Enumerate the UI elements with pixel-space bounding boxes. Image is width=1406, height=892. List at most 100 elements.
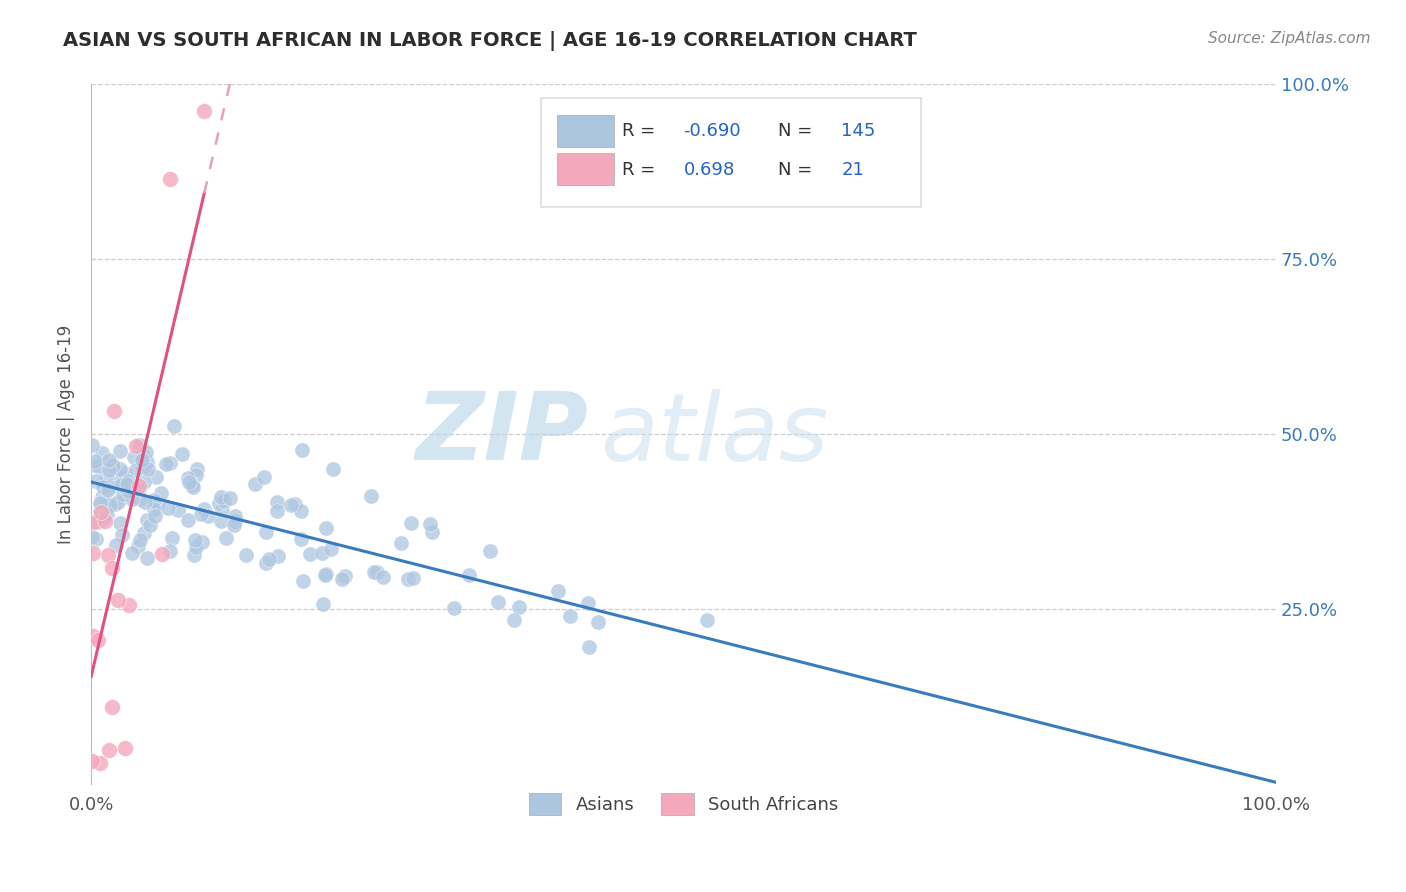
Point <box>87 515 110 529</box>
Point <box>209 514 232 528</box>
Point <box>83 515 105 529</box>
Point <box>402 571 425 585</box>
Point <box>146 495 169 509</box>
Point <box>311 546 333 560</box>
Point <box>145 469 167 483</box>
Point <box>97 548 120 562</box>
Point <box>315 521 337 535</box>
Point <box>160 531 183 545</box>
Point <box>111 527 134 541</box>
Point <box>101 458 124 472</box>
Point <box>107 593 129 607</box>
Point <box>114 466 136 480</box>
Point <box>82 529 104 543</box>
Point <box>103 403 125 417</box>
Point <box>315 567 337 582</box>
Point <box>333 569 356 583</box>
Point <box>89 756 111 771</box>
Point <box>82 629 104 643</box>
Point <box>266 504 288 518</box>
Point <box>253 469 276 483</box>
Point <box>360 489 382 503</box>
Point <box>82 546 104 560</box>
Point <box>121 492 143 507</box>
Text: N =: N = <box>779 161 813 178</box>
Text: N =: N = <box>779 121 813 140</box>
FancyBboxPatch shape <box>557 153 613 186</box>
Point <box>132 461 155 475</box>
Point <box>419 516 441 531</box>
Point <box>111 487 134 501</box>
Point <box>97 463 120 477</box>
Point <box>132 449 155 463</box>
Point <box>122 450 145 465</box>
Point <box>290 443 312 458</box>
Point <box>486 595 509 609</box>
Point <box>191 535 214 549</box>
Point <box>110 478 132 492</box>
Point <box>224 508 246 523</box>
Point <box>107 494 129 508</box>
Point <box>90 498 112 512</box>
Point <box>131 453 153 467</box>
Point <box>162 419 184 434</box>
Point <box>208 496 231 510</box>
Text: 145: 145 <box>841 121 876 140</box>
Point <box>588 615 610 629</box>
FancyBboxPatch shape <box>557 114 613 147</box>
Point <box>89 504 111 518</box>
Point <box>128 533 150 547</box>
Point <box>104 497 127 511</box>
Point <box>508 599 530 614</box>
Point <box>696 613 718 627</box>
Point <box>396 573 419 587</box>
Point <box>219 491 242 505</box>
Point <box>371 570 394 584</box>
Point <box>108 516 131 530</box>
Point <box>143 502 166 516</box>
Text: -0.690: -0.690 <box>683 121 741 140</box>
Point <box>186 462 208 476</box>
Point <box>117 484 139 499</box>
Point <box>422 525 444 540</box>
Point <box>292 574 315 588</box>
Point <box>330 572 353 586</box>
Point <box>94 514 117 528</box>
Point <box>128 482 150 496</box>
Point <box>84 532 107 546</box>
Text: R =: R = <box>621 161 655 178</box>
FancyBboxPatch shape <box>541 98 921 207</box>
Point <box>184 533 207 548</box>
Text: ZIP: ZIP <box>416 388 589 481</box>
Text: ASIAN VS SOUTH AFRICAN IN LABOR FORCE | AGE 16-19 CORRELATION CHART: ASIAN VS SOUTH AFRICAN IN LABOR FORCE | … <box>63 31 917 51</box>
Point <box>84 474 107 488</box>
Point <box>366 566 388 580</box>
Point <box>391 536 413 550</box>
Point <box>170 447 193 461</box>
Point <box>129 438 152 452</box>
Point <box>478 544 501 558</box>
Point <box>121 546 143 560</box>
Point <box>290 532 312 546</box>
Text: atlas: atlas <box>600 389 830 480</box>
Point <box>127 539 149 553</box>
Point <box>266 495 288 509</box>
Point <box>125 463 148 477</box>
Point <box>181 478 204 492</box>
Point <box>97 483 120 497</box>
Point <box>209 490 232 504</box>
Point <box>114 740 136 755</box>
Point <box>115 476 138 491</box>
Point <box>101 459 124 474</box>
Point <box>96 507 118 521</box>
Point <box>159 172 181 186</box>
Point <box>104 473 127 487</box>
Point <box>105 538 128 552</box>
Point <box>177 513 200 527</box>
Point <box>547 584 569 599</box>
Point <box>83 454 105 468</box>
Point <box>94 469 117 483</box>
Point <box>108 462 131 476</box>
Point <box>211 503 233 517</box>
Point <box>91 490 114 504</box>
